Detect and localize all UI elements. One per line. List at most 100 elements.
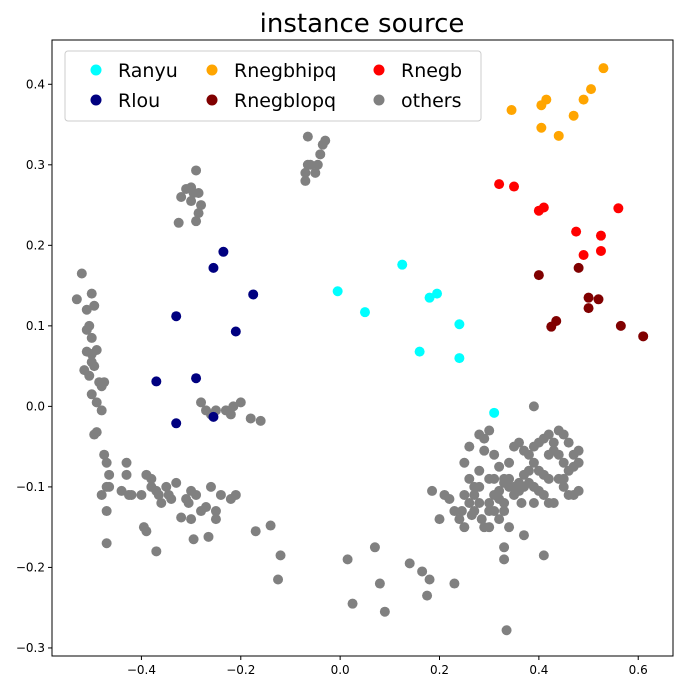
point-others-129	[489, 506, 500, 517]
point-rnegbhipq-0	[598, 63, 609, 74]
point-others-90	[273, 574, 284, 585]
series-ranyu	[332, 259, 500, 418]
series-rlou	[151, 246, 259, 429]
point-others-62	[151, 546, 162, 557]
series-rnegbhipq	[506, 63, 609, 141]
point-others-4	[86, 288, 97, 299]
point-others-205	[501, 625, 512, 636]
point-others-119	[459, 522, 470, 533]
point-others-180	[558, 457, 569, 468]
point-others-190	[484, 425, 495, 436]
point-others-67	[191, 216, 202, 227]
point-others-95	[312, 159, 323, 170]
point-ranyu-6	[414, 346, 425, 357]
point-ranyu-3	[424, 292, 435, 303]
point-rnegblopq-6	[546, 321, 557, 332]
y-tick-label: −0.3	[16, 641, 45, 655]
x-tick-label: 0.4	[529, 663, 548, 677]
point-others-124	[476, 514, 487, 525]
point-others-102	[347, 598, 358, 609]
point-others-139	[523, 465, 534, 476]
point-others-98	[320, 135, 331, 146]
point-ranyu-8	[489, 407, 500, 418]
x-tick-label: −0.2	[226, 663, 255, 677]
point-others-163	[479, 445, 490, 456]
point-others-12	[84, 370, 95, 381]
point-others-198	[499, 554, 510, 565]
point-others-19	[91, 397, 102, 408]
point-others-106	[404, 558, 415, 569]
point-ranyu-5	[454, 319, 465, 330]
point-others-54	[215, 489, 226, 500]
point-others-147	[558, 481, 569, 492]
point-others-65	[101, 538, 112, 549]
point-others-10	[91, 345, 102, 356]
point-others-6	[81, 324, 92, 335]
point-others-167	[494, 485, 505, 496]
point-others-132	[499, 506, 510, 517]
y-tick-label: 0.4	[26, 77, 45, 91]
point-others-30	[121, 457, 132, 468]
point-others-179	[553, 449, 564, 460]
point-others-47	[183, 498, 194, 509]
point-rnegb-5	[571, 226, 582, 237]
point-others-197	[499, 542, 510, 553]
point-rnegbhipq-1	[586, 84, 597, 95]
point-others-87	[250, 526, 261, 537]
point-others-183	[573, 457, 584, 468]
point-rlou-8	[208, 411, 219, 422]
point-others-113	[444, 493, 455, 504]
point-others-58	[186, 514, 197, 525]
legend-marker-rnegblopq	[206, 94, 218, 106]
legend-label-rnegblopq: Rnegblopq	[234, 90, 336, 112]
point-ranyu-7	[454, 353, 465, 364]
point-others-72	[181, 183, 192, 194]
point-others-121	[469, 489, 480, 500]
point-others-171	[513, 437, 524, 448]
point-others-131	[494, 514, 505, 525]
point-others-203	[573, 485, 584, 496]
point-rlou-7	[171, 418, 182, 429]
point-others-145	[543, 473, 554, 484]
point-others-25	[104, 469, 115, 480]
point-others-120	[464, 498, 475, 509]
point-others-28	[101, 506, 112, 517]
point-others-140	[528, 457, 539, 468]
point-others-189	[528, 401, 539, 412]
point-others-107	[417, 566, 428, 577]
point-others-93	[300, 175, 311, 186]
point-others-104	[374, 578, 385, 589]
point-others-94	[305, 159, 316, 170]
x-tick-label: 0.6	[629, 663, 648, 677]
point-others-105	[379, 606, 390, 617]
point-others-2	[81, 304, 92, 315]
point-rnegbhipq-7	[536, 122, 547, 133]
point-rnegb-7	[595, 245, 606, 256]
y-tick-label: −0.2	[16, 560, 45, 574]
point-others-17	[99, 377, 110, 388]
point-others-111	[427, 485, 438, 496]
point-rnegb-6	[595, 230, 606, 241]
point-others-206	[558, 473, 569, 484]
legend-label-rnegbhipq: Rnegbhipq	[234, 60, 337, 82]
point-others-82	[225, 409, 236, 420]
x-axis: −0.4 −0.2 0.0 0.2 0.4 0.6	[127, 656, 648, 677]
point-others-91	[300, 167, 311, 178]
point-others-200	[474, 498, 485, 509]
point-others-96	[315, 149, 326, 160]
point-others-199	[504, 522, 515, 533]
point-others-20	[96, 405, 107, 416]
y-tick-label: 0.0	[26, 399, 45, 413]
point-others-159	[494, 461, 505, 472]
point-others-114	[434, 514, 445, 525]
y-tick-label: 0.2	[26, 238, 45, 252]
point-rnegb-0	[494, 179, 505, 190]
point-others-51	[201, 502, 212, 513]
series-rnegb	[494, 179, 624, 260]
point-others-188	[563, 437, 574, 448]
point-others-130	[484, 522, 495, 533]
y-tick-label: −0.1	[16, 480, 45, 494]
point-others-109	[422, 590, 433, 601]
point-others-24	[101, 457, 112, 468]
point-others-196	[518, 530, 529, 541]
